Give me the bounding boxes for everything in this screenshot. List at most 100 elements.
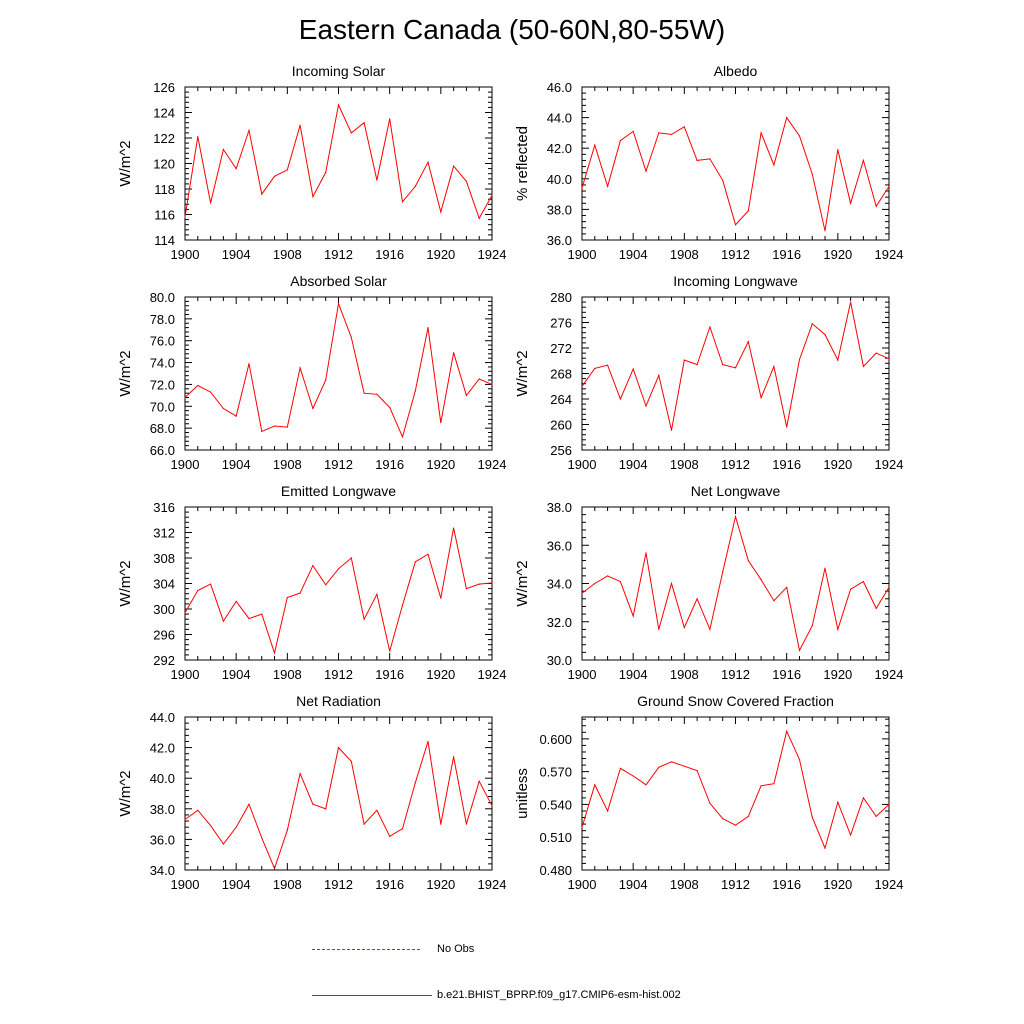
data-point bbox=[184, 216, 186, 218]
y-tick-label: 42.0 bbox=[547, 141, 572, 156]
data-point bbox=[619, 767, 621, 769]
data-point bbox=[811, 816, 813, 819]
data-point bbox=[465, 394, 468, 396]
y-axis-label: W/m^2 bbox=[117, 560, 134, 606]
data-point bbox=[325, 808, 327, 810]
y-axis-label: W/m^2 bbox=[514, 560, 531, 606]
data-point bbox=[696, 159, 698, 162]
y-tick-label: 30.0 bbox=[547, 653, 572, 668]
data-point bbox=[773, 365, 775, 368]
data-point bbox=[414, 185, 416, 188]
data-point bbox=[888, 803, 890, 806]
data-point bbox=[645, 405, 647, 407]
plot-frame bbox=[581, 506, 890, 661]
data-point bbox=[197, 384, 199, 387]
legend-model-line bbox=[312, 995, 432, 996]
data-point bbox=[414, 390, 416, 392]
data-point bbox=[709, 158, 711, 160]
y-axis-label: W/m^2 bbox=[117, 770, 134, 816]
data-point bbox=[286, 829, 288, 831]
chart-panel-7: Net Radiation W/m^2 1900 1904 1908 1912 1916 19… bbox=[117, 693, 506, 892]
figure-title: Eastern Canada (50-60N,80-55W) bbox=[298, 14, 726, 45]
y-tick-label: 44.0 bbox=[150, 710, 175, 725]
data-point bbox=[197, 589, 199, 592]
x-tick-label: 1912 bbox=[721, 877, 750, 892]
x-tick-label: 1916 bbox=[772, 247, 801, 262]
data-point bbox=[760, 785, 762, 787]
data-point bbox=[248, 803, 250, 805]
data-point bbox=[286, 596, 288, 599]
data-point bbox=[722, 363, 724, 366]
x-tick-label: 1920 bbox=[426, 247, 455, 262]
data-point bbox=[209, 391, 212, 393]
data-point bbox=[888, 185, 890, 188]
y-axis-label: W/m^2 bbox=[514, 350, 531, 396]
data-point bbox=[261, 837, 263, 839]
y-tick-label: 292 bbox=[153, 653, 175, 668]
x-tick-label: 1924 bbox=[875, 877, 904, 892]
data-point bbox=[273, 652, 276, 654]
y-tick-label: 316 bbox=[153, 500, 175, 515]
data-point bbox=[619, 139, 621, 142]
y-tick-label: 0.510 bbox=[539, 830, 572, 845]
data-point bbox=[184, 396, 186, 399]
data-point bbox=[798, 358, 801, 361]
data-point bbox=[427, 553, 429, 555]
y-tick-label: 36.0 bbox=[150, 832, 175, 847]
chart-panel-8: Ground Snow Covered Fraction unitless 1900… bbox=[514, 693, 903, 892]
data-point bbox=[401, 828, 404, 830]
x-tick-label: 1904 bbox=[619, 667, 648, 682]
x-tick-label: 1916 bbox=[375, 877, 404, 892]
data-point bbox=[325, 379, 327, 381]
y-tick-label: 36.0 bbox=[547, 538, 572, 553]
data-point bbox=[594, 367, 596, 369]
series-line bbox=[581, 729, 890, 850]
y-tick-label: 32.0 bbox=[547, 615, 572, 630]
data-point bbox=[786, 426, 788, 428]
data-point bbox=[363, 392, 365, 394]
data-point bbox=[645, 170, 647, 172]
data-point bbox=[862, 159, 865, 162]
series-line bbox=[581, 301, 890, 431]
data-point bbox=[606, 185, 609, 188]
data-point bbox=[683, 126, 685, 128]
y-axis-label: % reflected bbox=[514, 126, 531, 201]
data-point bbox=[478, 780, 480, 782]
data-point bbox=[606, 810, 609, 812]
data-point bbox=[734, 515, 737, 518]
data-point bbox=[440, 823, 442, 825]
data-point bbox=[440, 422, 442, 424]
data-point bbox=[312, 565, 314, 567]
data-point bbox=[401, 201, 404, 203]
x-tick-label: 1912 bbox=[721, 457, 750, 472]
x-tick-label: 1912 bbox=[721, 667, 750, 682]
y-tick-label: 66.0 bbox=[150, 443, 175, 458]
data-point bbox=[824, 847, 826, 849]
data-point bbox=[440, 597, 442, 599]
y-tick-label: 304 bbox=[153, 577, 175, 592]
data-point bbox=[683, 626, 685, 629]
x-tick-label: 1924 bbox=[478, 457, 507, 472]
data-point bbox=[670, 429, 673, 431]
x-tick-label: 1908 bbox=[670, 877, 699, 892]
data-point bbox=[837, 149, 839, 151]
data-point bbox=[209, 583, 212, 585]
chart-title: Emitted Longwave bbox=[281, 483, 396, 499]
data-point bbox=[197, 136, 199, 138]
y-tick-label: 68.0 bbox=[150, 421, 175, 436]
plot-frame bbox=[581, 86, 890, 241]
plot-frame bbox=[184, 506, 493, 661]
data-point bbox=[491, 582, 493, 584]
x-tick-label: 1920 bbox=[823, 877, 852, 892]
x-tick-label: 1912 bbox=[324, 457, 353, 472]
y-tick-label: 72.0 bbox=[150, 377, 175, 392]
data-point bbox=[248, 617, 250, 620]
y-tick-label: 308 bbox=[153, 551, 175, 566]
data-point bbox=[786, 117, 788, 119]
data-point bbox=[350, 132, 352, 134]
x-tick-label: 1916 bbox=[375, 247, 404, 262]
plot-frame bbox=[184, 716, 493, 871]
data-point bbox=[696, 769, 698, 772]
data-point bbox=[862, 365, 865, 368]
series-line bbox=[184, 103, 493, 220]
